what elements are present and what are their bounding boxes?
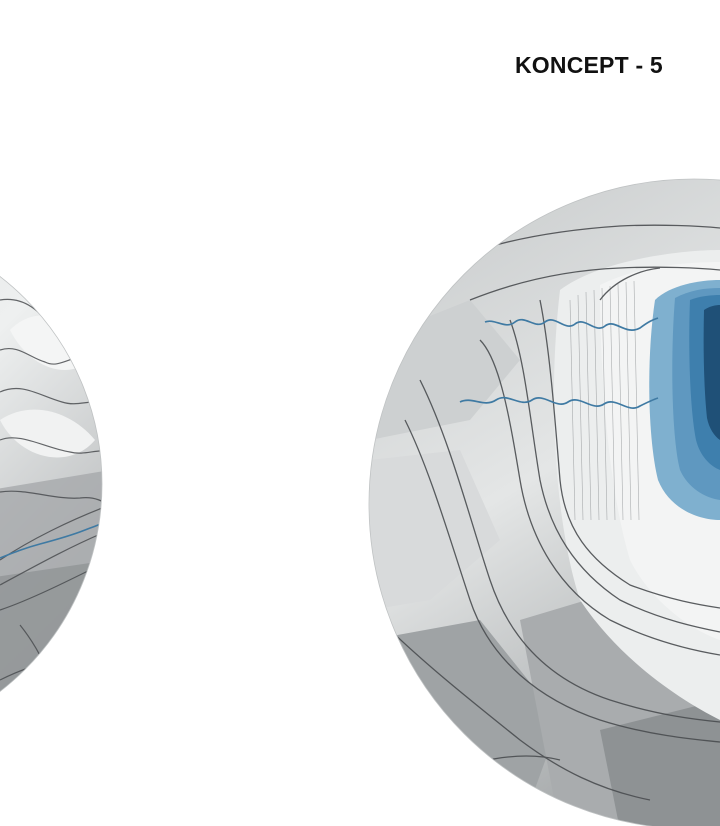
left-terrain-map <box>0 222 102 746</box>
right-terrain-map <box>369 179 720 826</box>
page-title: KONCEPT - 5 <box>515 52 663 78</box>
